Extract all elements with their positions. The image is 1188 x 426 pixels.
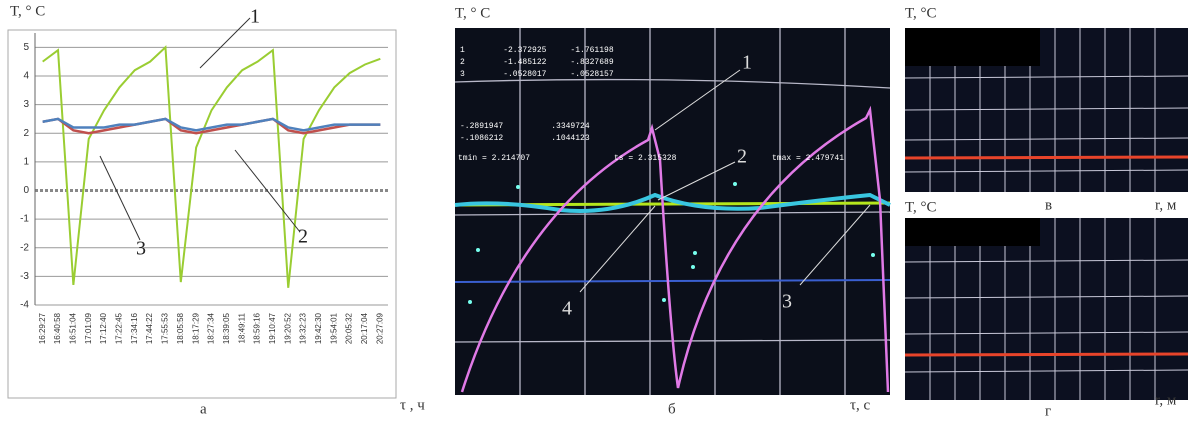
y-tick-label: 4 — [23, 71, 29, 82]
annotation: 3 — [136, 238, 146, 260]
y-tick-label: 3 — [23, 99, 29, 110]
annotation: 2 — [298, 226, 308, 248]
x-tick-label: 19:32:23 — [299, 312, 308, 344]
x-tick-label: 16:29:27 — [38, 312, 47, 344]
x-tick-label: 16:51:04 — [68, 312, 77, 344]
x-tick-label: 17:01:09 — [84, 312, 93, 344]
caption: в — [1045, 197, 1052, 213]
x-tick-label: 18:59:16 — [253, 312, 262, 344]
x-tick-label: 18:39:05 — [222, 312, 231, 344]
y-axis-label: T, °C — [905, 5, 937, 21]
x-tick-label: 18:17:29 — [191, 312, 200, 344]
y-axis-label: T, ° C — [10, 3, 45, 19]
x-axis-label: r, м — [1155, 392, 1177, 408]
x-tick-label: 18:49:11 — [237, 312, 246, 343]
y-tick-label: -1 — [20, 214, 29, 225]
tmin: tmin = 2.214707 — [458, 154, 530, 163]
caption: а — [200, 401, 207, 417]
ts: ts = 2.315328 — [614, 154, 677, 163]
figure: -4 -3 -2 -1 0 1 2 3 4 5 16:29:27 16:40:58 16:51:04 17… — [0, 0, 1188, 421]
tmax: tmax = 2.479741 — [772, 154, 844, 163]
y-tick-label: 5 — [23, 42, 29, 53]
y-tick-label: 0 — [23, 185, 29, 196]
x-tick-label: 19:10:47 — [268, 312, 277, 344]
readout-line: 2 -1.485122 -.8327689 — [460, 58, 614, 67]
y-tick-label: -4 — [20, 300, 29, 311]
annotation: 4 — [562, 298, 572, 320]
y-tick-label: -2 — [20, 242, 29, 253]
y-tick-label: 1 — [23, 156, 29, 167]
x-tick-label: 17:22:45 — [115, 312, 124, 344]
scope-line — [905, 354, 1188, 355]
y-tick-label: -3 — [20, 271, 29, 282]
x-tick-label: 19:42:30 — [314, 312, 323, 344]
annotation: 3 — [782, 291, 792, 313]
annotation: 1 — [250, 6, 260, 28]
x-tick-label: 16:40:58 — [53, 312, 62, 344]
x-axis-label: r, м — [1155, 197, 1177, 213]
readout-line: -.1086212 .1044123 — [460, 134, 590, 143]
readout-box — [905, 218, 1040, 246]
caption: г — [1045, 403, 1051, 419]
x-tick-label: 19:54:01 — [329, 312, 338, 344]
readout-line: -.2891947 .3349724 — [460, 122, 590, 131]
x-tick-label: 18:05:58 — [176, 312, 185, 344]
annotation: 2 — [737, 146, 747, 168]
x-axis-label: τ, с — [850, 397, 871, 413]
readout-line: 1 -2.372925 -1.761198 — [460, 46, 614, 55]
y-tick-label: 2 — [23, 128, 29, 139]
x-tick-label: 17:44:22 — [145, 312, 154, 344]
x-tick-label: 19:20:52 — [283, 312, 292, 344]
annotation: 1 — [742, 52, 752, 74]
x-tick-label: 20:17:04 — [360, 312, 369, 344]
y-axis-label: T, °C — [905, 199, 937, 215]
x-tick-label: 17:12:40 — [99, 312, 108, 344]
caption: б — [668, 401, 676, 417]
readout-line: 3 -.0528017 -.0528157 — [460, 70, 614, 79]
x-tick-label: 18:27:34 — [207, 312, 216, 344]
scope-line — [905, 157, 1188, 158]
x-tick-label: 20:05:32 — [345, 312, 354, 344]
x-tick-label: 20:27:09 — [375, 312, 384, 344]
x-tick-label: 17:55:53 — [161, 312, 170, 344]
x-axis-label: τ , ч — [400, 397, 425, 413]
y-axis-label: T, ° C — [455, 5, 490, 21]
readout-box — [905, 28, 1040, 66]
x-tick-label: 17:34:16 — [130, 312, 139, 344]
